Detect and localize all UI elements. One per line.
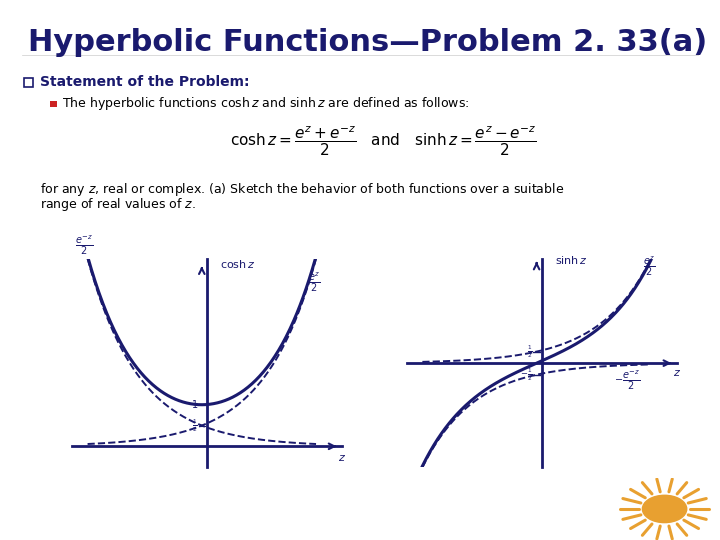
Text: Physics: Physics xyxy=(14,497,91,515)
FancyBboxPatch shape xyxy=(50,100,57,106)
Text: The hyperbolic functions $\mathsf{cosh\,}z$ and $\mathsf{sinh\,}z$ are defined a: The hyperbolic functions $\mathsf{cosh\,… xyxy=(62,95,469,112)
Text: $\frac{1}{2}$: $\frac{1}{2}$ xyxy=(527,343,533,360)
Text: Statement of the Problem:: Statement of the Problem: xyxy=(40,75,250,89)
Text: Hyperbolic Functions—Problem 2. 33(a): Hyperbolic Functions—Problem 2. 33(a) xyxy=(28,28,707,57)
Text: NJIT: NJIT xyxy=(144,490,212,515)
Text: at: at xyxy=(83,498,100,514)
FancyBboxPatch shape xyxy=(24,78,33,86)
Text: $\sinh z$: $\sinh z$ xyxy=(555,254,588,266)
Text: $\cosh z = \dfrac{e^z + e^{-z}}{2}$   and   $\sinh z = \dfrac{e^z - e^{-z}}{2}$: $\cosh z = \dfrac{e^z + e^{-z}}{2}$ and … xyxy=(230,125,537,158)
Text: $z$: $z$ xyxy=(338,453,346,463)
Text: THE EDGE IN KNOWLEDGE: THE EDGE IN KNOWLEDGE xyxy=(432,521,575,531)
Text: $\dfrac{e^z}{2}$: $\dfrac{e^z}{2}$ xyxy=(643,255,655,278)
Text: September 10, 2009: September 10, 2009 xyxy=(432,493,575,506)
Text: for any $z$, real or complex. (a) Sketch the behavior of both functions over a s: for any $z$, real or complex. (a) Sketch… xyxy=(40,181,564,198)
Text: $\dfrac{e^z}{2}$: $\dfrac{e^z}{2}$ xyxy=(308,270,320,294)
Circle shape xyxy=(642,495,687,523)
Text: $z$: $z$ xyxy=(672,368,681,378)
Text: $\frac{1}{2}$: $\frac{1}{2}$ xyxy=(192,417,198,434)
Text: $-\dfrac{e^{-z}}{2}$: $-\dfrac{e^{-z}}{2}$ xyxy=(614,369,641,393)
Text: $-\frac{1}{2}$: $-\frac{1}{2}$ xyxy=(520,367,533,383)
Text: $\dfrac{e^{-z}}{2}$: $\dfrac{e^{-z}}{2}$ xyxy=(75,233,93,256)
Text: New Jersey's Science & Technology University: New Jersey's Science & Technology Univer… xyxy=(144,524,319,534)
Text: range of real values of $z$.: range of real values of $z$. xyxy=(40,196,196,213)
Text: 1: 1 xyxy=(192,400,198,410)
Text: $\cosh z$: $\cosh z$ xyxy=(220,258,256,269)
